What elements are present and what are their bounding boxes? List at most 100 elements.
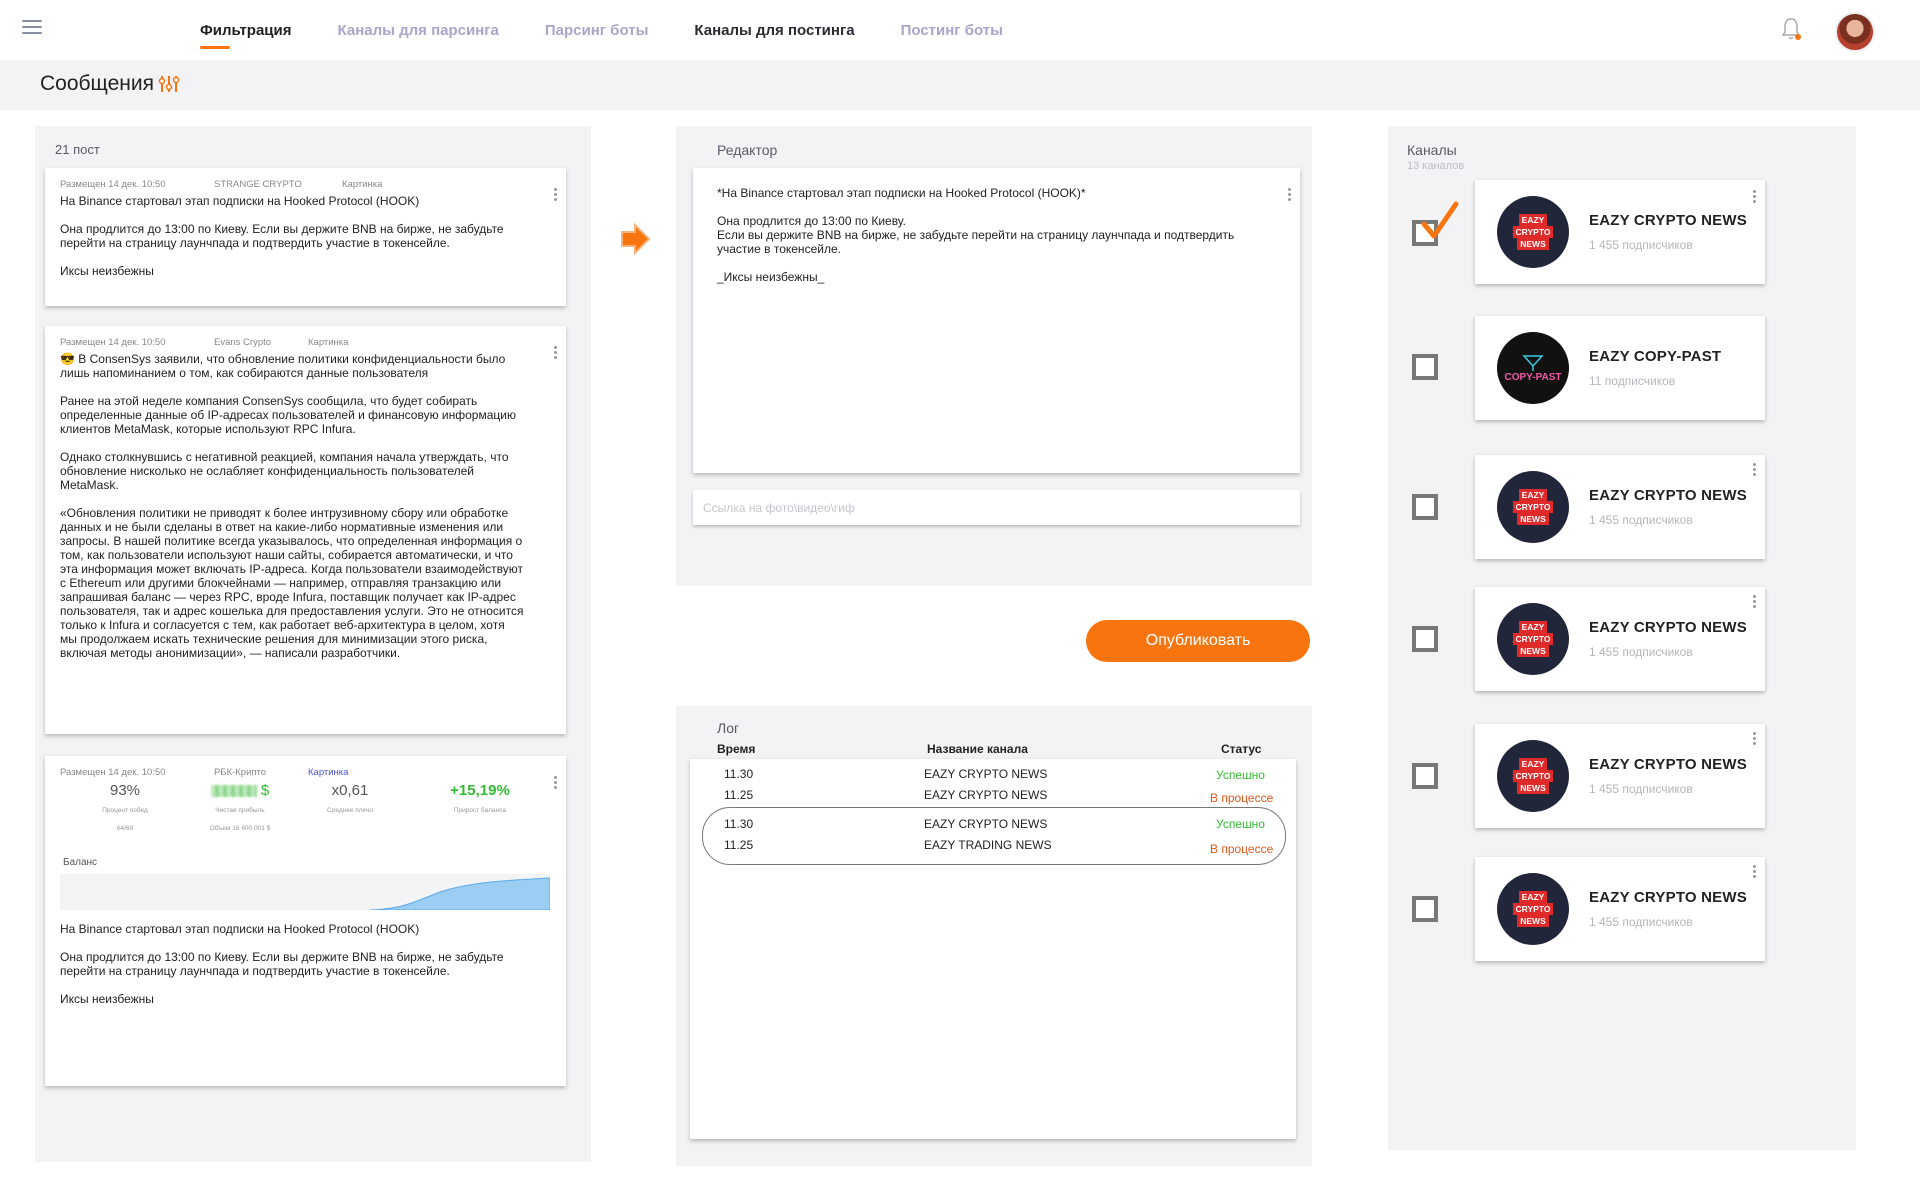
editor-text[interactable]: *На Binance стартовал этап подписки на H… [717, 186, 1235, 284]
channel-logo: COPY-PAST [1497, 332, 1569, 404]
log-time: 11.25 [724, 838, 754, 852]
page-title-wrap: Сообщения [40, 72, 180, 96]
post-type: Картинка [342, 179, 383, 190]
stat-win-rate: 93% Процент побед 64/69 [102, 782, 148, 832]
tab-filtering[interactable]: Фильтрация [200, 21, 292, 49]
channel-name: EAZY COPY-PAST [1589, 348, 1722, 365]
channels-label: Каналы [1407, 142, 1457, 158]
log-channel: EAZY TRADING NEWS [924, 838, 1052, 852]
post-date: Размещен 14 дек. 10:50 [60, 179, 166, 190]
post-type: Картинка [308, 767, 349, 778]
post-meta: Размещен 14 дек. 10:50 STRANGE CRYPTO Ка… [60, 178, 551, 192]
channel-name: EAZY CRYPTO NEWS [1589, 756, 1747, 773]
balance-chart [60, 874, 550, 910]
log-header-time: Время [717, 742, 756, 756]
more-icon[interactable] [554, 346, 558, 361]
channel-card[interactable]: EAZY CRYPTO NEWS EAZY CRYPTO NEWS 1 455 по… [1475, 857, 1765, 961]
log-table [690, 759, 1296, 1139]
log-channel: EAZY CRYPTO NEWS [924, 788, 1048, 802]
more-icon[interactable] [554, 776, 558, 791]
top-bar [0, 0, 1920, 60]
post-text: 😎 В ConsenSys заявили, что обновление по… [60, 352, 524, 660]
more-icon[interactable] [554, 188, 558, 203]
log-status: В процессе [1210, 791, 1274, 805]
post-source: РБК-Крипто [214, 767, 267, 778]
editor-textarea[interactable]: *На Binance стартовал этап подписки на H… [693, 168, 1300, 473]
channel-logo: EAZY CRYPTO NEWS [1497, 471, 1569, 543]
tab-parsing-bots[interactable]: Парсинг боты [544, 21, 649, 39]
channel-card[interactable]: EAZY CRYPTO NEWS EAZY CRYPTO NEWS 1 455 по… [1475, 587, 1765, 691]
more-icon[interactable] [1753, 463, 1757, 478]
channel-subscribers: 1 455 подписчиков [1589, 645, 1693, 659]
channel-checkbox[interactable] [1412, 626, 1438, 652]
post-date: Размещен 14 дек. 10:50 [60, 337, 166, 348]
blurred-value [210, 785, 257, 798]
channel-subscribers: 1 455 подписчиков [1589, 513, 1693, 527]
more-icon[interactable] [1753, 865, 1757, 880]
post-text: На Binance стартовал этап подписки на Ho… [60, 194, 504, 278]
bell-icon[interactable] [1780, 16, 1802, 42]
channel-checkbox[interactable] [1412, 896, 1438, 922]
channel-card[interactable]: EAZY CRYPTO NEWS EAZY CRYPTO NEWS 1 455 по… [1475, 180, 1765, 284]
channel-subscribers: 1 455 подписчиков [1589, 238, 1693, 252]
tab-parsing-channels[interactable]: Каналы для парсинга [337, 21, 499, 39]
channel-card[interactable]: COPY-PAST EAZY COPY-PAST 11 подписчиков [1475, 316, 1765, 420]
editor-label: Редактор [717, 142, 778, 158]
log-time: 11.30 [724, 767, 754, 781]
post-card[interactable]: Размещен 14 дек. 10:50 STRANGE CRYPTO Ка… [45, 168, 566, 306]
page-header [0, 60, 1920, 110]
log-status: Успешно [1216, 817, 1265, 831]
log-label: Лог [717, 720, 740, 736]
stat-net-profit: $ Чистая прибыль Объем 16 600,001 $ [209, 782, 271, 832]
media-link-input[interactable] [693, 490, 1300, 525]
log-highlight [702, 807, 1286, 865]
main-nav: Фильтрация Каналы для парсинга Парсинг б… [200, 0, 1049, 60]
stat-balance-growth: +15,19% Прирост баланса [450, 782, 510, 814]
page-title: Сообщения [40, 72, 154, 95]
filter-sliders-icon[interactable] [158, 74, 180, 94]
posts-count: 21 пост [55, 142, 100, 157]
post-card[interactable]: Размещен 14 дек. 10:50 РБК-Крипто Картин… [45, 756, 566, 1086]
checkmark-icon [1421, 201, 1459, 239]
more-icon[interactable] [1753, 595, 1757, 610]
arrow-right-icon [621, 222, 651, 256]
more-icon[interactable] [1753, 190, 1757, 205]
tab-posting-bots[interactable]: Постинг боты [900, 21, 1003, 39]
menu-icon[interactable] [22, 20, 42, 36]
channel-checkbox[interactable] [1412, 494, 1438, 520]
channel-checkbox[interactable] [1412, 763, 1438, 789]
post-type: Картинка [308, 337, 349, 348]
more-icon[interactable] [1753, 732, 1757, 747]
balance-label: Баланс [63, 857, 98, 868]
channel-card[interactable]: EAZY CRYPTO NEWS EAZY CRYPTO NEWS 1 455 по… [1475, 724, 1765, 828]
cocktail-icon [1522, 354, 1544, 371]
channel-name: EAZY CRYPTO NEWS [1589, 212, 1747, 229]
channel-card[interactable]: EAZY CRYPTO NEWS EAZY CRYPTO NEWS 1 455 по… [1475, 455, 1765, 559]
channel-logo: EAZY CRYPTO NEWS [1497, 740, 1569, 812]
tab-posting-channels[interactable]: Каналы для постинга [694, 21, 855, 39]
log-header-status: Статус [1221, 742, 1262, 756]
post-date: Размещен 14 дек. 10:50 [60, 767, 166, 778]
post-card[interactable]: Размещен 14 дек. 10:50 Evans Crypto Карт… [45, 326, 566, 734]
channel-logo: EAZY CRYPTO NEWS [1497, 196, 1569, 268]
log-status: В процессе [1210, 842, 1274, 856]
channel-name: EAZY CRYPTO NEWS [1589, 487, 1747, 504]
post-meta: Размещен 14 дек. 10:50 РБК-Крипто Картин… [60, 766, 551, 780]
channel-checkbox[interactable] [1412, 354, 1438, 380]
post-source: STRANGE CRYPTO [214, 179, 302, 190]
log-header-channel: Название канала [927, 742, 1028, 756]
log-channel: EAZY CRYPTO NEWS [924, 817, 1048, 831]
log-status: Успешно [1216, 768, 1265, 782]
post-meta: Размещен 14 дек. 10:50 Evans Crypto Карт… [60, 336, 551, 350]
channel-name: EAZY CRYPTO NEWS [1589, 619, 1747, 636]
log-time: 11.25 [724, 788, 754, 802]
channel-name: EAZY CRYPTO NEWS [1589, 889, 1747, 906]
more-icon[interactable] [1288, 188, 1292, 203]
publish-button[interactable]: Опубликовать [1086, 620, 1310, 662]
post-source: Evans Crypto [214, 337, 272, 348]
log-channel: EAZY CRYPTO NEWS [924, 767, 1048, 781]
stat-avg-leverage: x0,61 Среднее плечо [327, 782, 373, 814]
post-text: На Binance стартовал этап подписки на Ho… [60, 922, 504, 1006]
log-time: 11.30 [724, 817, 754, 831]
avatar[interactable] [1835, 12, 1875, 52]
